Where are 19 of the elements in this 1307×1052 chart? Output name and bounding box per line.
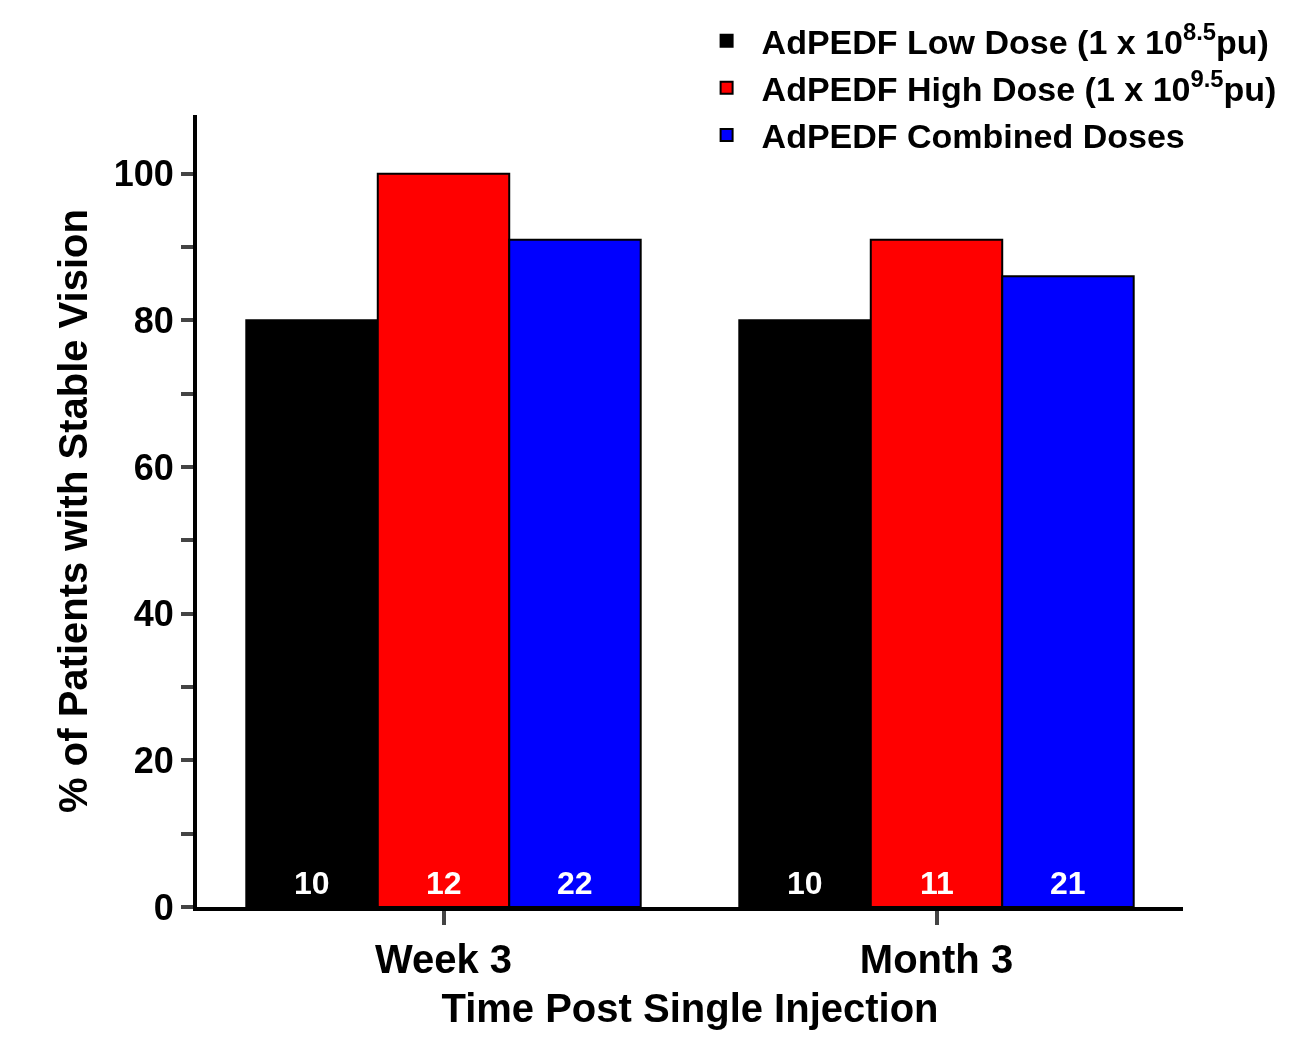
y-axis-title: % of Patients with Stable Vision — [50, 209, 95, 813]
legend-label: AdPEDF High Dose (1 x 10$^{9.5}$pu) — [761, 64, 1277, 109]
annotation: 10 — [787, 865, 823, 901]
legend-label: AdPEDF Low Dose (1 x 10$^{8.5}$pu) — [761, 17, 1269, 61]
annotation: 22 — [557, 865, 593, 901]
x-tick-label: Month 3 — [859, 937, 1014, 981]
annotation: 21 — [1050, 865, 1086, 901]
y-tick-label: 60 — [133, 446, 174, 488]
y-tick-label: 40 — [133, 593, 174, 635]
annotation: 10 — [294, 865, 330, 901]
y-tick-label: 100 — [113, 153, 174, 195]
annotation: 11 — [920, 865, 954, 901]
y-tick-label: 20 — [133, 739, 174, 781]
annotation: 12 — [426, 865, 462, 901]
y-tick-label: 80 — [133, 299, 174, 341]
legend-label: AdPEDF Combined Doses — [761, 117, 1185, 156]
y-tick-label: 0 — [153, 886, 174, 928]
x-axis-title: Time Post Single Injection — [441, 986, 939, 1030]
x-tick-label: Week 3 — [374, 937, 513, 981]
